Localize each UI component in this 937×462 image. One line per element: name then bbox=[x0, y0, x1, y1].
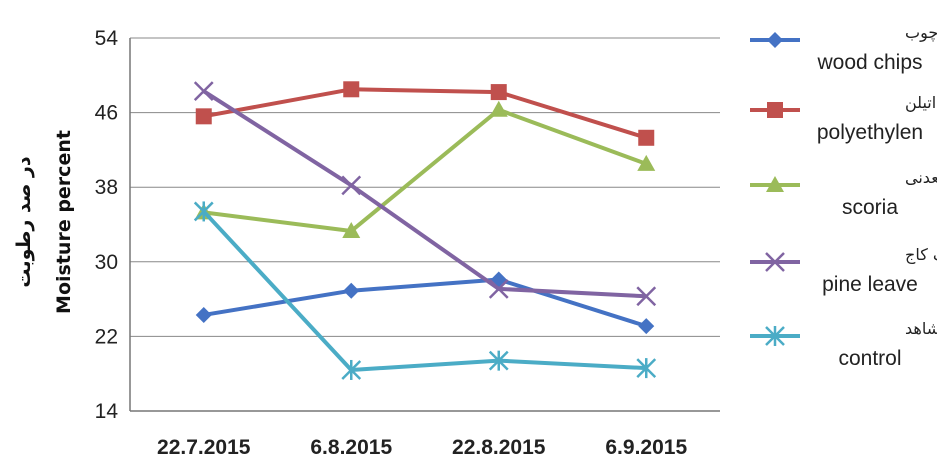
data-point-pine-leave bbox=[488, 278, 509, 299]
y-axis-label-en: Moisture percent bbox=[53, 130, 75, 314]
series-line-polyethylen bbox=[203, 87, 647, 140]
x-tick-label: 22.8.2015 bbox=[452, 436, 546, 459]
y-tick-label: 46 bbox=[95, 102, 118, 125]
data-point-polyethylen bbox=[343, 81, 360, 98]
data-point-polyethylen bbox=[638, 129, 655, 146]
legend-item-wood-chips: چیپس چوب wood chips bbox=[750, 23, 937, 74]
data-point-wood-chips bbox=[195, 306, 212, 323]
series-scoria bbox=[194, 100, 656, 239]
legend-marker bbox=[765, 252, 785, 272]
legend-label-en: wood chips bbox=[816, 51, 922, 74]
legend-marker bbox=[767, 32, 783, 48]
y-tick-label: 30 bbox=[95, 251, 118, 274]
data-point-scoria bbox=[637, 154, 656, 171]
x-tick-labels: 22.7.2015 6.8.2015 22.8.2015 6.9.2015 bbox=[157, 436, 687, 459]
legend-marker bbox=[767, 102, 783, 118]
x-tick-label: 22.7.2015 bbox=[157, 436, 251, 459]
legend-marker bbox=[766, 176, 784, 192]
data-point-pine-leave bbox=[193, 81, 214, 102]
legend-label-en: pine leave bbox=[822, 273, 918, 296]
legend-label-en: polyethylen bbox=[817, 121, 923, 144]
legend: چیپس چوب wood chips پلی اتیلن polyethylen پو… bbox=[750, 23, 937, 370]
y-tick-label: 38 bbox=[95, 176, 118, 199]
series-control bbox=[193, 201, 657, 380]
data-point-scoria bbox=[489, 100, 508, 117]
series-layer bbox=[193, 81, 657, 380]
data-point-wood-chips bbox=[343, 282, 360, 299]
series-line-scoria bbox=[203, 107, 647, 234]
series-line-control bbox=[202, 210, 647, 372]
data-point-scoria bbox=[342, 222, 361, 239]
y-tick-labels: 54 46 38 30 22 14 bbox=[95, 27, 119, 423]
y-tick-label: 54 bbox=[95, 27, 119, 50]
legend-label-en: scoria bbox=[842, 196, 898, 219]
data-point-pine-leave bbox=[636, 286, 657, 307]
x-tick-label: 6.8.2015 bbox=[310, 436, 392, 459]
legend-label-fa: برگ کاج bbox=[905, 245, 937, 265]
legend-marker bbox=[765, 326, 785, 346]
legend-label-fa: پوکه معدنی bbox=[905, 168, 937, 188]
data-point-control bbox=[341, 359, 362, 380]
series-line-wood-chips bbox=[203, 277, 647, 329]
y-axis-label-fa: در صد رطوبت bbox=[13, 156, 35, 287]
legend-label-fa: چیپس چوب bbox=[905, 23, 937, 43]
x-tick-label: 6.9.2015 bbox=[605, 436, 687, 459]
series-polyethylen bbox=[195, 81, 655, 146]
series-line-pine-leave bbox=[202, 89, 647, 299]
data-point-control bbox=[636, 358, 657, 379]
data-point-polyethylen bbox=[195, 108, 212, 125]
series-pine-leave bbox=[193, 81, 657, 307]
data-point-wood-chips bbox=[638, 318, 655, 335]
legend-label-fa: پلی اتیلن bbox=[905, 93, 937, 113]
legend-label-fa: شاهد bbox=[905, 319, 937, 338]
legend-label-en: control bbox=[838, 347, 901, 370]
data-point-polyethylen bbox=[490, 84, 507, 101]
series-wood-chips bbox=[195, 271, 655, 335]
legend-item-scoria: پوکه معدنی scoria bbox=[750, 168, 937, 219]
data-point-control bbox=[193, 201, 214, 222]
legend-item-polyethylen: پلی اتیلن polyethylen bbox=[750, 93, 937, 144]
data-point-pine-leave bbox=[341, 175, 362, 196]
y-tick-label: 14 bbox=[95, 400, 119, 423]
legend-item-pine-leave: برگ کاج pine leave bbox=[750, 245, 937, 296]
y-tick-label: 22 bbox=[95, 325, 118, 348]
data-point-control bbox=[488, 350, 509, 371]
